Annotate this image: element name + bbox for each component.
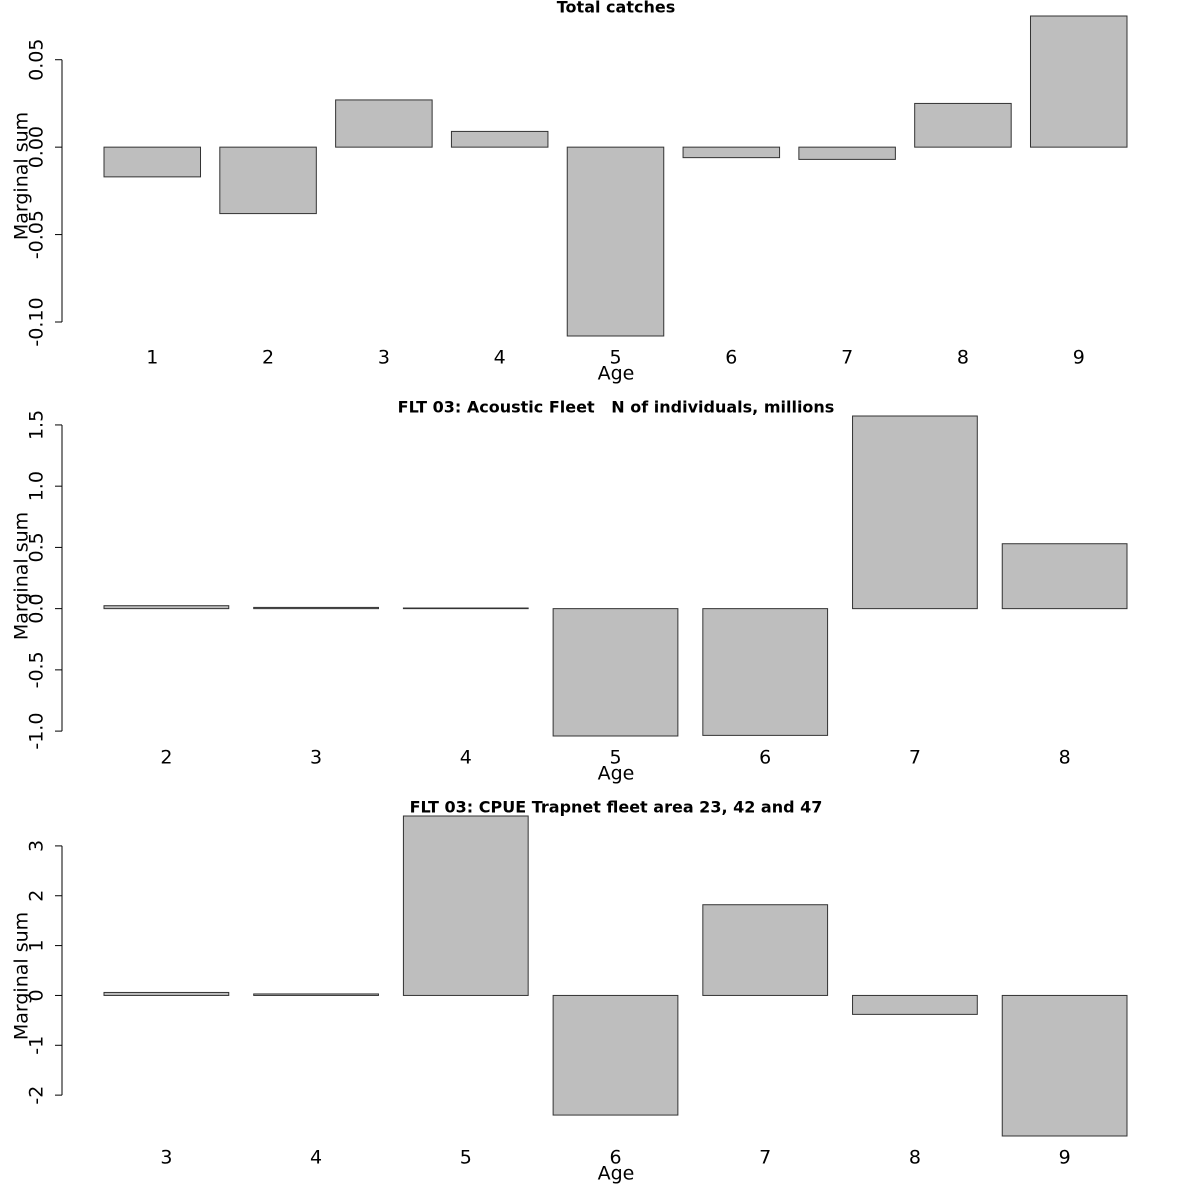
bar (450, 130, 549, 148)
bar (702, 608, 829, 736)
bar (566, 146, 665, 337)
x-tick-label: 2 (262, 347, 274, 369)
bar (103, 605, 230, 610)
y-tick-label: 0.0 (26, 594, 48, 624)
x-tick-label: 9 (1073, 347, 1085, 369)
bar (335, 99, 433, 148)
x-tick-label: 3 (378, 347, 390, 369)
bar (914, 102, 1012, 148)
y-tick-label: 1.0 (26, 471, 48, 501)
x-tick-label: 5 (609, 747, 621, 769)
x-tick-label: 6 (725, 347, 737, 369)
y-tick-label: 1 (26, 940, 48, 952)
x-tick-label: 8 (957, 347, 969, 369)
y-tick-label: 3 (26, 840, 48, 852)
x-tick-label: 1 (146, 347, 158, 369)
y-tick-label: 0.00 (26, 126, 48, 168)
y-tick-label: -1.0 (26, 713, 48, 750)
x-tick-label: 7 (841, 347, 853, 369)
bar (1029, 15, 1128, 148)
bar (852, 415, 978, 610)
bar (103, 991, 230, 996)
panel-title: FLT 03: Acoustic Fleet N of individuals,… (398, 398, 835, 417)
bar (852, 994, 978, 1015)
y-tick-label: -0.05 (26, 210, 48, 259)
bar (1001, 543, 1128, 610)
bar (702, 904, 829, 996)
x-tick-label: 8 (1059, 747, 1071, 769)
x-tick-label: 9 (1059, 1147, 1071, 1169)
bar (798, 146, 896, 160)
y-tick-label: -0.10 (26, 297, 48, 346)
x-tick-label: 4 (494, 347, 506, 369)
x-tick-label: 2 (160, 747, 172, 769)
bar (552, 994, 679, 1116)
x-tick-label: 7 (909, 747, 921, 769)
y-tick-label: 0.05 (26, 39, 48, 81)
bar (1001, 994, 1128, 1137)
bar (402, 607, 529, 610)
bar (682, 146, 781, 159)
x-tick-label: 4 (310, 1147, 322, 1169)
y-tick-label: -1 (26, 1036, 48, 1055)
bar (402, 815, 529, 996)
y-tick-label: 0 (26, 989, 48, 1001)
y-tick-label: 1.5 (26, 410, 48, 440)
bar (552, 608, 679, 737)
x-tick-label: 3 (310, 747, 322, 769)
y-tick-label: 0.5 (26, 532, 48, 562)
panel-title: Total catches (557, 0, 675, 17)
bar (253, 993, 379, 996)
bar (219, 146, 317, 215)
x-tick-label: 7 (759, 1147, 771, 1169)
y-tick-label: -2 (26, 1086, 48, 1105)
y-axis-label: Marginal sum (11, 512, 33, 640)
y-axis-label: Marginal sum (11, 112, 33, 240)
x-tick-label: 4 (460, 747, 472, 769)
x-tick-label: 6 (759, 747, 771, 769)
bar (103, 146, 202, 178)
y-tick-label: 2 (26, 890, 48, 902)
y-axis-label: Marginal sum (11, 912, 33, 1040)
x-tick-label: 5 (460, 1147, 472, 1169)
x-axis-label: Age (598, 1163, 635, 1185)
x-axis-label: Age (598, 363, 635, 385)
panel-title: FLT 03: CPUE Trapnet fleet area 23, 42 a… (410, 798, 823, 817)
x-tick-label: 5 (609, 347, 621, 369)
x-tick-label: 3 (160, 1147, 172, 1169)
x-axis-label: Age (598, 763, 635, 785)
x-tick-label: 6 (609, 1147, 621, 1169)
bar (253, 606, 379, 610)
y-tick-label: -0.5 (26, 651, 48, 688)
x-tick-label: 8 (909, 1147, 921, 1169)
